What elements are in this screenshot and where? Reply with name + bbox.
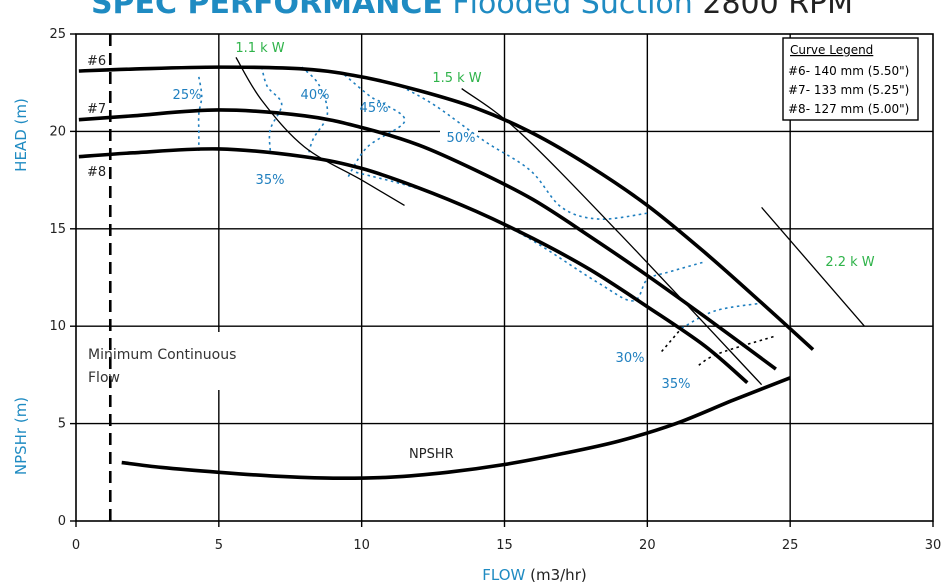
legend-entry: #8- 127 mm (5.00") <box>788 102 909 116</box>
x-axis-units: (m3/hr) <box>530 566 587 584</box>
efficiency-label: 35% <box>662 377 691 392</box>
efficiency-label: 30% <box>616 351 645 366</box>
efficiency-label: 45% <box>360 101 389 116</box>
efficiency-label: 25% <box>173 88 202 103</box>
curve-label-8: #8 <box>87 165 106 180</box>
efficiency-curve-segment <box>661 327 683 353</box>
title-part-3: 2800 RPM <box>702 0 854 21</box>
power-line <box>235 57 405 206</box>
legend-box <box>782 37 919 121</box>
y-tick-label: 0 <box>58 514 66 529</box>
legend-entry: #6- 140 mm (5.50") <box>788 64 909 78</box>
curve-label-7: #7 <box>87 102 106 117</box>
y-tick-label: 5 <box>58 417 66 432</box>
x-tick-label: 30 <box>925 538 942 553</box>
x-tick-label: 25 <box>782 538 799 553</box>
efficiency-curve <box>260 66 283 151</box>
series-line-NPSHR <box>121 376 791 480</box>
series-line-impeller-7 <box>78 108 777 371</box>
min-flow-label: Flow <box>88 370 120 386</box>
y-axis-label-npsh: NPSHr (m) <box>12 397 30 475</box>
y-axis-label-head: HEAD (m) <box>12 98 30 172</box>
power-line <box>761 206 865 327</box>
legend-entry: #7- 133 mm (5.25") <box>788 83 909 97</box>
x-tick-label: 15 <box>496 538 513 553</box>
power-line <box>461 88 763 386</box>
x-tick-label: 10 <box>353 538 370 553</box>
series-line-impeller-6 <box>78 65 815 351</box>
efficiency-curve <box>344 74 406 179</box>
y-tick-label: 15 <box>49 222 66 237</box>
x-tick-label: 20 <box>639 538 656 553</box>
efficiency-label: 35% <box>256 173 285 188</box>
efficiency-curve <box>401 85 648 220</box>
power-label: 2.2 k W <box>825 255 874 270</box>
y-tick-label: 10 <box>49 319 66 334</box>
efficiency-label: 40% <box>301 88 330 103</box>
series-line-impeller-8 <box>78 147 749 385</box>
power-label: 1.5 k W <box>432 71 481 86</box>
min-flow-label: Minimum Continuous <box>88 347 236 363</box>
chart-title: SPEC PERFORMANCE Flooded Suction 2800 RP… <box>0 0 944 21</box>
legend-title: Curve Legend <box>790 43 873 57</box>
x-tick-label: 0 <box>72 538 80 553</box>
power-label: 1.1 k W <box>235 41 284 56</box>
y-tick-label: 20 <box>49 124 66 139</box>
title-part-1: SPEC PERFORMANCE <box>90 0 443 21</box>
curve-label-6: #6 <box>87 54 106 69</box>
efficiency-label: 50% <box>447 131 476 146</box>
x-axis-label: FLOW (m3/hr) <box>482 566 586 584</box>
efficiency-curve <box>681 302 765 329</box>
curve-label-npshr: NPSHR <box>409 447 454 462</box>
x-axis-label-name: FLOW <box>482 566 530 584</box>
y-tick-label: 25 <box>49 27 66 42</box>
efficiency-curve <box>301 66 329 159</box>
x-tick-label: 5 <box>215 538 223 553</box>
title-part-2: Flooded Suction <box>452 0 693 21</box>
efficiency-curve <box>197 76 203 153</box>
